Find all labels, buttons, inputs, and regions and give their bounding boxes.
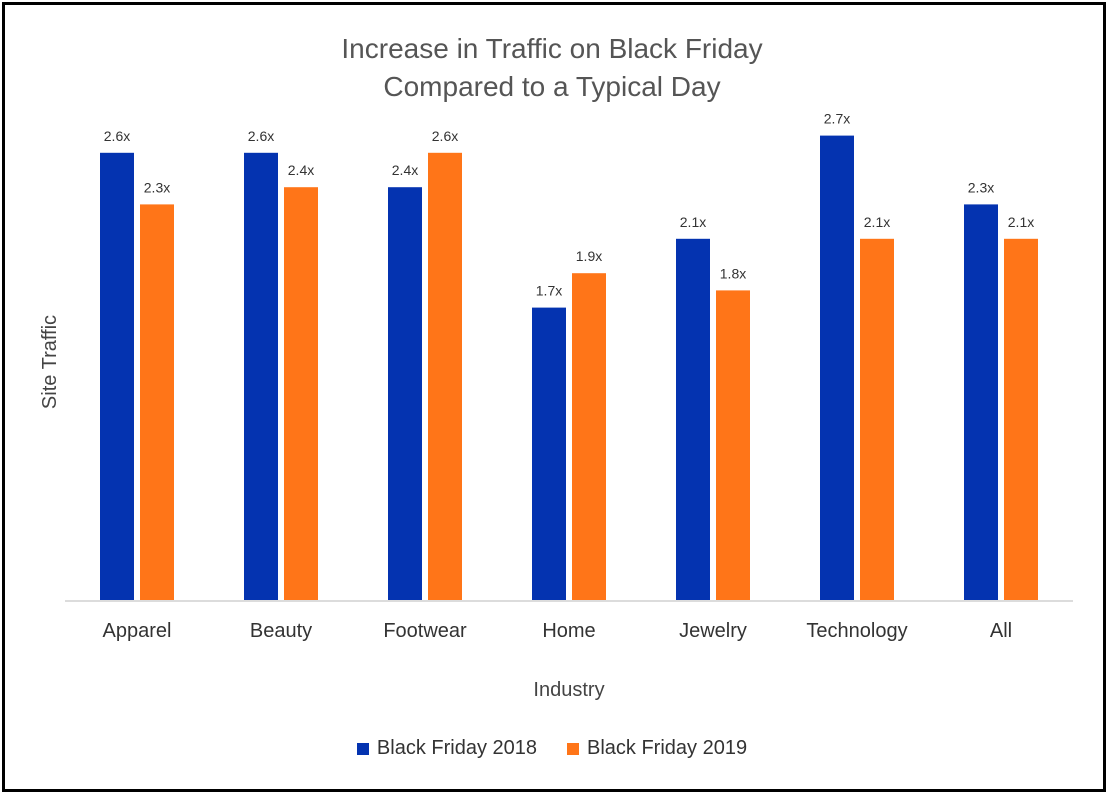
- legend-item-2019: Black Friday 2019: [567, 737, 747, 760]
- data-label-footwear-series-1: 2.6x: [432, 128, 458, 144]
- data-label-all-series-1: 2.1x: [1008, 214, 1034, 230]
- bars-group: [100, 135, 1038, 601]
- bar-beauty-series-1: [284, 187, 318, 600]
- data-label-jewelry-series-0: 2.1x: [680, 214, 706, 230]
- data-label-apparel-series-0: 2.6x: [104, 128, 130, 144]
- bar-all-series-0: [964, 204, 998, 600]
- legend-label-2018: Black Friday 2018: [376, 737, 537, 759]
- bar-beauty-series-0: [244, 152, 278, 601]
- data-label-technology-series-1: 2.1x: [864, 214, 890, 230]
- legend-swatch-2018: [356, 742, 369, 755]
- data-label-apparel-series-1: 2.3x: [144, 179, 170, 195]
- bar-jewelry-series-0: [676, 238, 710, 601]
- bar-technology-series-0: [820, 135, 854, 600]
- chart-title: Increase in Traffic on Black Friday Comp…: [0, 30, 1104, 106]
- data-label-home-series-1: 1.9x: [576, 248, 602, 264]
- x-tick-labels-group: Apparel Beauty Footwear Home Jewelry Technolo…: [103, 620, 1013, 642]
- bar-home-series-0: [532, 307, 566, 600]
- x-tick-label-all: All: [990, 620, 1012, 642]
- x-tick-label-beauty: Beauty: [250, 620, 312, 642]
- x-axis-title: Industry: [533, 679, 604, 701]
- bar-footwear-series-0: [388, 187, 422, 600]
- x-tick-label-jewelry: Jewelry: [679, 620, 747, 642]
- data-labels-group: 2.6x 2.3x 2.6x 2.4x 2.4x 2.6x 1.7x 1.9x 2.1x 1.8x…: [104, 111, 1034, 299]
- bar-technology-series-1: [860, 238, 894, 601]
- data-label-technology-series-0: 2.7x: [824, 111, 850, 127]
- legend-label-2019: Black Friday 2019: [587, 737, 748, 759]
- bar-apparel-series-0: [100, 152, 134, 601]
- x-tick-label-technology: Technology: [806, 620, 907, 642]
- bar-jewelry-series-1: [716, 290, 750, 600]
- bar-footwear-series-1: [428, 152, 462, 601]
- data-label-beauty-series-1: 2.4x: [288, 162, 314, 178]
- y-axis-title: Site Traffic: [39, 315, 61, 409]
- legend: Black Friday 2018 Black Friday 2019: [0, 737, 1104, 760]
- legend-swatch-2019: [567, 742, 579, 755]
- data-label-footwear-series-0: 2.4x: [392, 162, 418, 178]
- data-label-home-series-0: 1.7x: [536, 283, 562, 299]
- x-tick-label-home: Home: [542, 620, 595, 642]
- bar-home-series-1: [572, 273, 606, 600]
- chart-title-line-1: Increase in Traffic on Black Friday: [341, 33, 763, 64]
- x-tick-label-apparel: Apparel: [103, 620, 172, 642]
- data-label-beauty-series-0: 2.6x: [248, 128, 274, 144]
- data-label-all-series-0: 2.3x: [968, 179, 994, 195]
- chart-title-line-2: Compared to a Typical Day: [383, 71, 721, 102]
- bar-apparel-series-1: [140, 204, 174, 600]
- legend-item-2018: Black Friday 2018: [356, 737, 537, 760]
- bar-all-series-1: [1004, 238, 1038, 601]
- data-label-jewelry-series-1: 1.8x: [720, 265, 746, 281]
- x-tick-label-footwear: Footwear: [383, 620, 467, 642]
